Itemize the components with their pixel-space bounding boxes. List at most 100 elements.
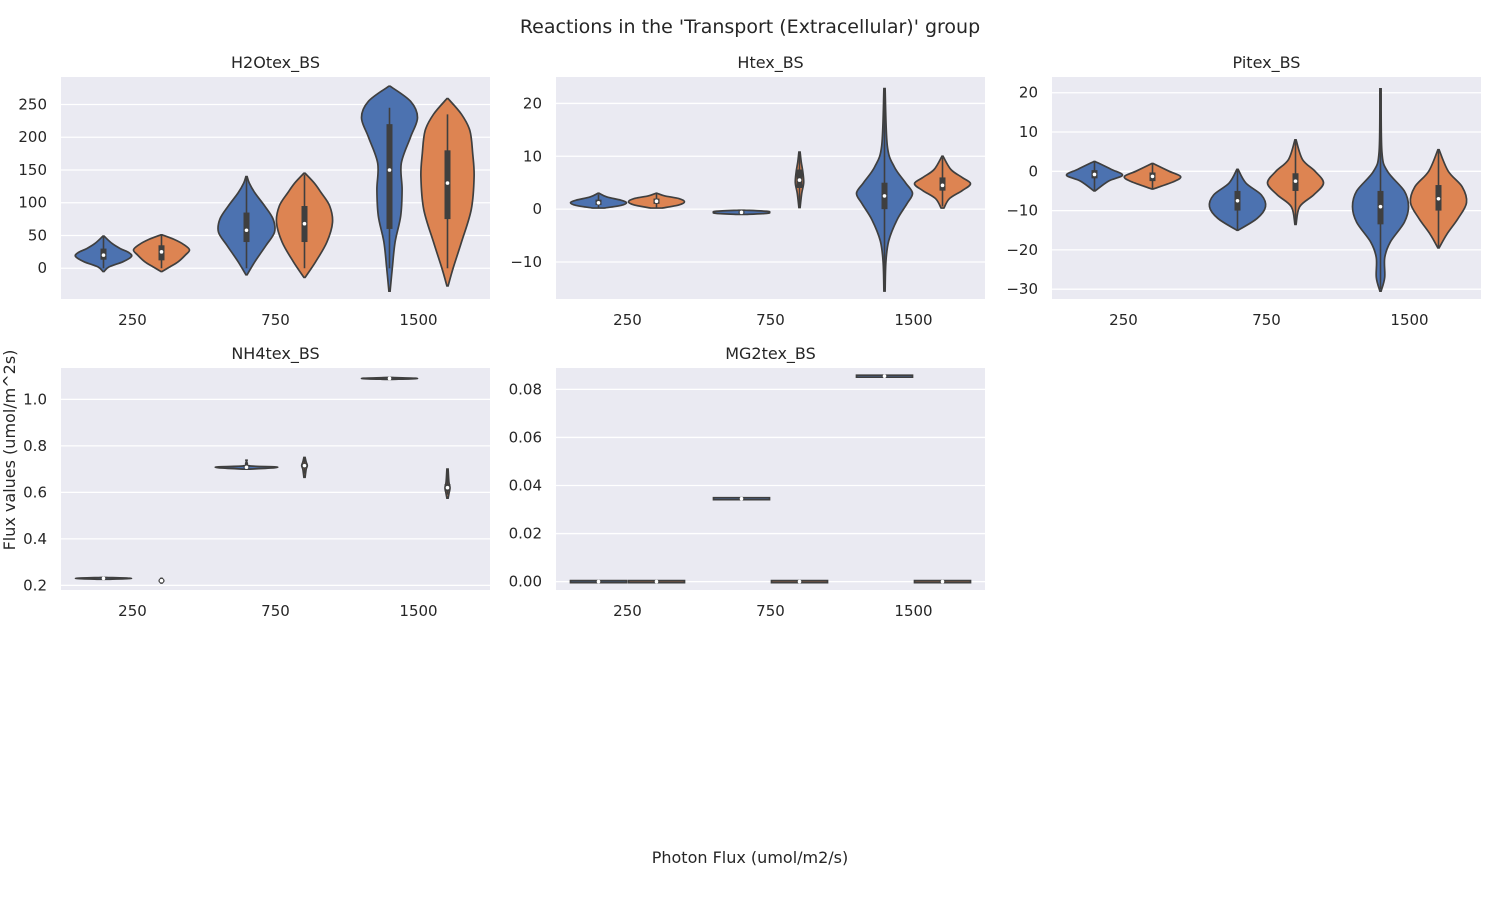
y-tick-label: 50: [28, 226, 47, 244]
violin-median: [302, 221, 307, 226]
subplot-H2Otex_BS: 0 50 100 150 200 250 250 750 1500 H2Otex_BS: [18, 53, 490, 329]
violin-1500-series-1: [913, 155, 972, 209]
x-tick-label: 1500: [399, 602, 437, 620]
violin-1500-series-0: [360, 85, 419, 292]
violin-250-series-0: [74, 235, 133, 273]
violin-750-series-0: [712, 209, 771, 216]
y-tick-label: 0.6: [23, 483, 47, 501]
violin-median: [1092, 172, 1097, 177]
violin-1500-series-0: [1351, 87, 1410, 292]
x-tick-label: 750: [1252, 311, 1281, 329]
violin-750-series-1: [300, 456, 309, 479]
y-tick-label: 0.06: [509, 428, 542, 446]
violin-iqr-box: [386, 124, 393, 229]
y-tick-label: −10: [510, 253, 542, 271]
y-tick-label: −30: [1006, 280, 1038, 298]
subplot-title: MG2tex_BS: [725, 344, 816, 364]
violin-median: [940, 183, 945, 188]
subplot-title: Htex_BS: [737, 53, 803, 73]
x-tick-label: 750: [261, 311, 290, 329]
subplot-Htex_BS: −10 0 10 20 250 750 1500 Htex_BS: [510, 53, 985, 329]
violins: [569, 87, 972, 292]
violin-median: [654, 579, 659, 584]
subplot-title: H2Otex_BS: [231, 53, 320, 73]
y-tick-label: 20: [1019, 84, 1038, 102]
x-tick-label: 1500: [1390, 311, 1428, 329]
x-tick-label: 250: [613, 311, 642, 329]
violin-median: [739, 496, 744, 501]
x-tick-label: 1500: [894, 602, 932, 620]
y-tick-label: 0: [1028, 162, 1038, 180]
violins: [569, 374, 972, 584]
y-tick-label: 0.2: [23, 576, 47, 594]
violin-median: [1436, 197, 1441, 201]
violin-1500-series-1: [444, 468, 451, 500]
violin-1500-series-0: [855, 87, 914, 292]
y-tick-label: 0.08: [509, 380, 542, 398]
subplot-title: Pitex_BS: [1233, 53, 1301, 73]
violin-250-series-1: [627, 192, 686, 209]
figure-title: Reactions in the 'Transport (Extracellul…: [520, 16, 980, 38]
violin-median: [596, 201, 601, 205]
violin-750-series-0: [1208, 168, 1267, 232]
plot-area: [61, 368, 490, 590]
violins: [74, 85, 475, 292]
violin-750-series-1: [275, 172, 334, 279]
violin-median: [159, 578, 164, 583]
violins: [74, 376, 451, 584]
violin-1500-series-0: [360, 376, 419, 381]
x-tick-label: 250: [118, 311, 147, 329]
violin-250-series-0: [74, 576, 133, 581]
plot-area: [61, 77, 490, 299]
violin-750-series-0: [214, 459, 279, 470]
y-tick-label: 200: [18, 128, 47, 146]
y-tick-label: 0.02: [509, 525, 542, 543]
x-tick-label: 750: [261, 602, 290, 620]
violins: [1065, 87, 1468, 292]
violin-median: [739, 210, 744, 215]
y-tick-label: 0.4: [23, 530, 47, 548]
violin-median: [244, 465, 249, 470]
violin-750-series-0: [712, 496, 771, 501]
violin-250-series-1: [1123, 162, 1182, 190]
violin-750-series-0: [217, 175, 276, 276]
violin-median: [596, 579, 601, 584]
y-tick-label: 100: [18, 194, 47, 212]
violin-median: [1293, 179, 1298, 183]
y-tick-label: 20: [523, 94, 542, 112]
y-tick-label: −20: [1006, 241, 1038, 259]
violin-1500-series-1: [913, 579, 972, 584]
subplot-MG2tex_BS: 0.00 0.02 0.04 0.06 0.08 250 750 1500 MG2tex_BS: [509, 344, 985, 620]
violin-250-series-0: [1065, 160, 1124, 192]
violin-250-series-0: [569, 579, 628, 584]
violin-body: [214, 459, 279, 470]
subplot-NH4tex_BS: 0.2 0.4 0.6 0.8 1.0 250 750 1500 NH4tex_BS: [23, 344, 490, 620]
subplot-title: NH4tex_BS: [231, 344, 319, 364]
violin-median: [244, 228, 249, 233]
violin-median: [882, 194, 887, 198]
plot-area: [556, 368, 985, 590]
plot-area: [1052, 77, 1481, 299]
y-tick-label: 150: [18, 161, 47, 179]
violin-median: [387, 168, 392, 172]
violin-median: [654, 199, 659, 204]
y-tick-label: 0.00: [509, 573, 542, 591]
violin-1500-series-0: [855, 374, 914, 379]
y-axis-label: Flux values (umol/m^2s): [0, 350, 19, 551]
violin-250-series-0: [569, 192, 628, 209]
violin-median: [882, 374, 887, 378]
violin-750-series-1: [770, 579, 829, 584]
violin-median: [1235, 198, 1240, 203]
x-tick-label: 750: [756, 602, 785, 620]
x-tick-label: 250: [118, 602, 147, 620]
violin-1500-series-1: [1409, 148, 1468, 249]
violin-median: [302, 463, 307, 468]
y-tick-label: 0.04: [509, 476, 542, 494]
y-tick-label: 0: [532, 200, 542, 218]
violin-750-series-1: [1266, 139, 1325, 226]
violin-median: [101, 253, 106, 257]
y-tick-label: −10: [1006, 202, 1038, 220]
violin-median: [159, 250, 164, 254]
y-tick-label: 10: [1019, 123, 1038, 141]
